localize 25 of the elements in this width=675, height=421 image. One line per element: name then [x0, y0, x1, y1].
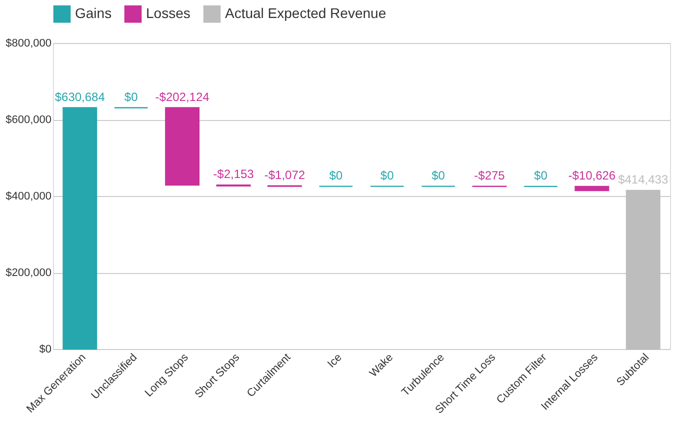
bar	[62, 107, 98, 350]
data-label: -$2,153	[213, 167, 254, 182]
legend-label: Gains	[75, 5, 112, 22]
data-label: -$10,626	[568, 168, 616, 182]
data-label: -$1,072	[264, 168, 306, 182]
bar	[626, 190, 660, 350]
bar	[574, 186, 610, 192]
x-tick-label: Ice	[326, 352, 344, 370]
data-label: -$275	[474, 168, 506, 182]
data-label: $0	[329, 168, 343, 182]
data-label: $0	[124, 90, 138, 104]
data-label: $0	[534, 168, 548, 182]
legend-label: Actual Expected Revenue	[225, 5, 386, 22]
y-tick-label: $600,000	[6, 114, 52, 126]
data-label: $630,684	[54, 90, 106, 104]
bar	[165, 107, 200, 186]
y-tick-label: $400,000	[6, 190, 52, 202]
legend-label: Losses	[146, 5, 190, 22]
data-label: $414,433	[618, 172, 668, 186]
data-label: -$202,124	[155, 90, 210, 104]
y-tick-label: $0	[39, 344, 52, 356]
y-tick-label: $200,000	[6, 267, 52, 279]
y-tick-label: $800,000	[6, 38, 52, 50]
data-label: $0	[380, 168, 394, 182]
data-label: $0	[432, 168, 446, 182]
